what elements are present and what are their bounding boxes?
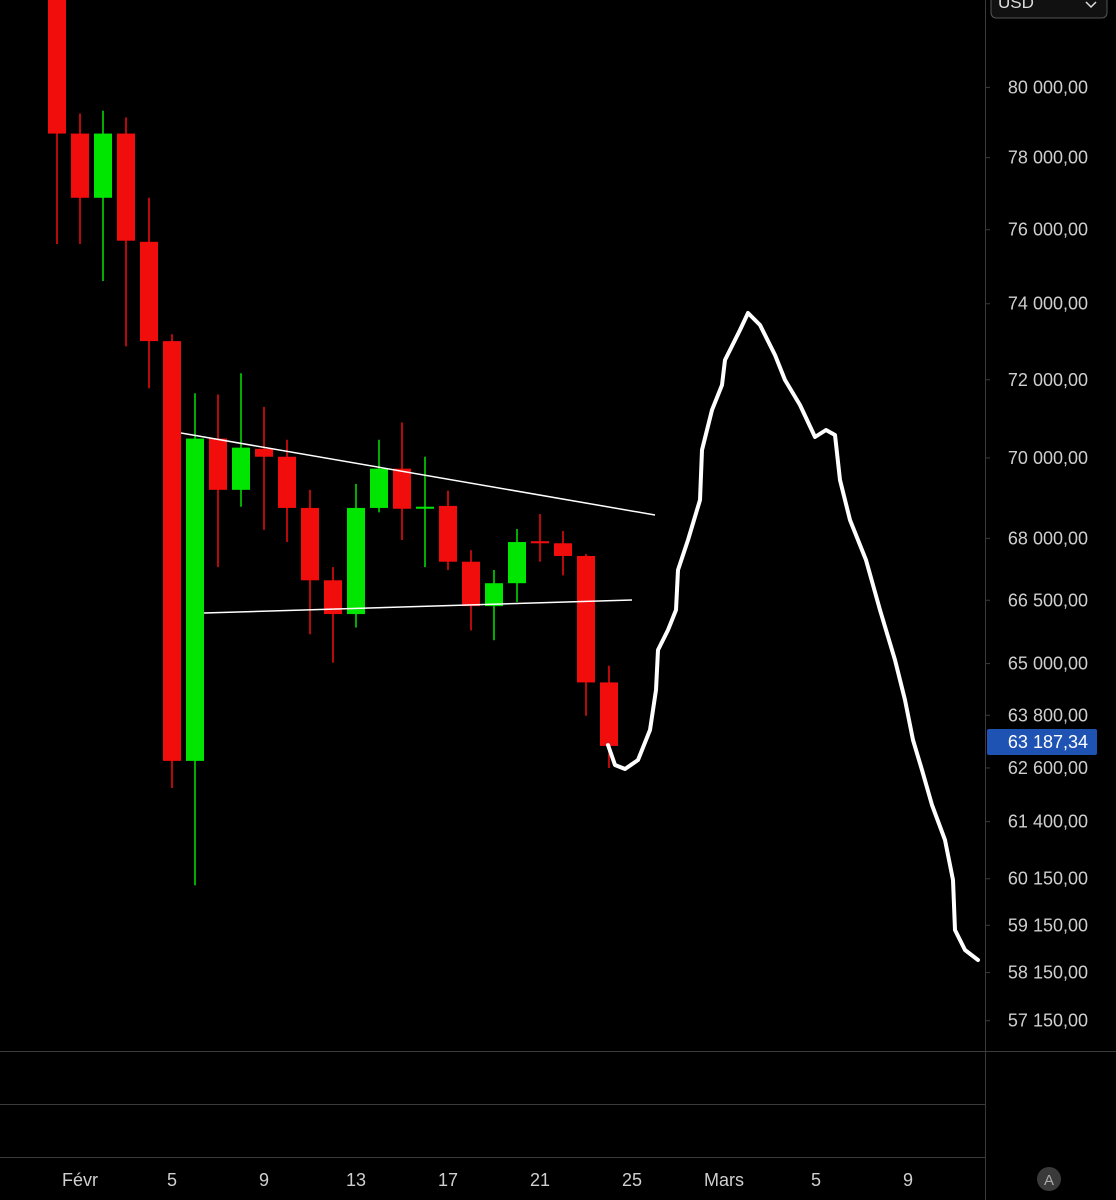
y-tick-label: 78 000,00 (1008, 148, 1088, 168)
candle-body (554, 543, 572, 556)
badge-label[interactable]: A (1044, 1172, 1054, 1189)
trend-line (203, 599, 633, 614)
drawn-projection (606, 311, 980, 962)
y-tick-label: 62 600,00 (1008, 758, 1088, 778)
x-tick-label: 5 (811, 1170, 821, 1190)
candle-body (278, 456, 296, 508)
x-tick-label: Mars (704, 1170, 744, 1190)
candle-body (163, 341, 181, 761)
candle-body (485, 583, 503, 607)
current-price-box (987, 729, 1097, 756)
candle-body (140, 241, 158, 342)
candle-body (71, 133, 89, 198)
y-tick-label: 58 150,00 (1008, 963, 1088, 983)
y-tick-label: 61 400,00 (1008, 812, 1088, 832)
candle-body (324, 580, 342, 615)
x-tick-label: 25 (622, 1170, 642, 1190)
candle-body (439, 505, 457, 562)
candle-body (255, 448, 273, 457)
chevron (1085, 1, 1097, 9)
x-tick-label: 5 (167, 1170, 177, 1190)
candle-body (600, 682, 618, 746)
candle-body (393, 468, 411, 509)
y-tick-label: 68 000,00 (1008, 528, 1088, 548)
candle-body (48, 0, 66, 134)
candle-body (462, 561, 480, 607)
candle-body (577, 555, 595, 683)
y-tick-label: 65 000,00 (1008, 654, 1088, 674)
currency-label[interactable]: USD (998, 0, 1034, 12)
x-tick-label: 13 (346, 1170, 366, 1190)
candle-body (186, 438, 204, 761)
candle-body (301, 507, 319, 581)
x-tick-label: 9 (903, 1170, 913, 1190)
candle-body (531, 541, 549, 544)
candle-body (209, 438, 227, 490)
candle-body (117, 133, 135, 241)
candle-body (370, 468, 388, 508)
currency-select[interactable]: USD (990, 0, 1108, 19)
candle-body (508, 542, 526, 584)
candle-body (94, 133, 112, 198)
x-tick-label: 17 (438, 1170, 458, 1190)
y-tick-label: 63 800,00 (1008, 705, 1088, 725)
candle-body (347, 507, 365, 615)
y-tick-label: 72 000,00 (1008, 370, 1088, 390)
y-tick-label: 70 000,00 (1008, 448, 1088, 468)
badge[interactable] (1037, 1167, 1061, 1191)
y-tick-label: 66 500,00 (1008, 590, 1088, 610)
y-tick-label: 80 000,00 (1008, 77, 1088, 97)
y-tick-label: 59 150,00 (1008, 915, 1088, 935)
y-tick-label: 76 000,00 (1008, 220, 1088, 240)
candle-body (232, 447, 250, 490)
y-tick-label: 57 150,00 (1008, 1011, 1088, 1031)
x-tick-label: Févr (62, 1170, 98, 1190)
y-tick-label: 60 150,00 (1008, 869, 1088, 889)
currency-box[interactable] (990, 0, 1108, 19)
trend-line (180, 432, 656, 516)
current-price-label: 63 187,34 (1008, 732, 1088, 752)
marks (48, 0, 618, 886)
x-tick-label: 21 (530, 1170, 550, 1190)
x-tick-label: 9 (259, 1170, 269, 1190)
candle-body (416, 506, 434, 509)
y-tick-label: 74 000,00 (1008, 294, 1088, 314)
